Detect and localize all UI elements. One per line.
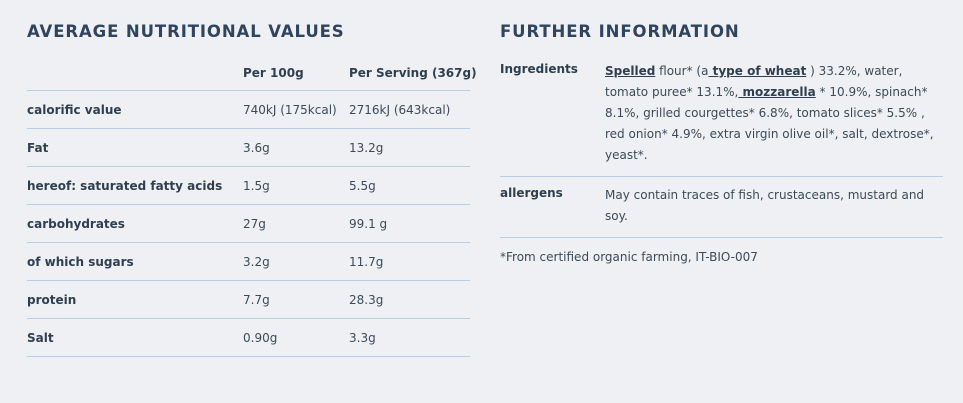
nutrient-label: Salt [27, 330, 54, 345]
per-serving-value: 13.2g [349, 140, 384, 155]
nutrition-heading: AVERAGE NUTRITIONAL VALUES [27, 22, 345, 41]
nutrition-header-row: Per 100g Per Serving (367g) [27, 53, 477, 91]
per-serving-value: 99.1 g [349, 216, 388, 231]
table-row: protein 7.7g 28.3g [27, 281, 470, 319]
nutrient-label: hereof: saturated fatty acids [27, 178, 223, 193]
table-row: Salt 0.90g 3.3g [27, 319, 470, 357]
allergens-row: allergens May contain traces of fish, cr… [500, 177, 943, 238]
per-serving-value: 28.3g [349, 292, 384, 307]
ingredients-value: Spelled flour* (a type of wheat ) 33.2%,… [605, 53, 935, 176]
per-serving-value: 5.5g [349, 178, 376, 193]
nutrition-table: Per 100g Per Serving (367g) calorific va… [27, 53, 477, 357]
ingredients-text: flour* (a [655, 64, 709, 78]
table-row: hereof: saturated fatty acids 1.5g 5.5g [27, 167, 470, 205]
per-serving-value: 2716kJ (643kcal) [349, 102, 451, 117]
header-per-serving: Per Serving (367g) [349, 66, 477, 80]
further-info-heading: FURTHER INFORMATION [500, 22, 740, 41]
header-per-100g: Per 100g [243, 66, 304, 80]
per-serving-value: 11.7g [349, 254, 384, 269]
type-of-wheat-link[interactable]: type of wheat [708, 64, 807, 78]
table-row: calorific value 740kJ (175kcal) 2716kJ (… [27, 91, 470, 129]
spelled-link[interactable]: Spelled [605, 64, 656, 78]
table-row: Fat 3.6g 13.2g [27, 129, 470, 167]
ingredients-row: Ingredients Spelled flour* (a type of wh… [500, 53, 943, 177]
per-100g-value: 1.5g [243, 178, 270, 193]
table-row: carbohydrates 27g 99.1 g [27, 205, 470, 243]
per-100g-value: 27g [243, 216, 266, 231]
allergens-value: May contain traces of fish, crustaceans,… [605, 188, 925, 223]
organic-footnote: *From certified organic farming, IT-BIO-… [500, 250, 758, 264]
per-serving-value: 3.3g [349, 330, 376, 345]
allergens-label: allergens [500, 186, 563, 200]
ingredients-text: ) 33.2%, water, tomato puree* 13.1%, [605, 64, 903, 99]
per-100g-value: 3.6g [243, 140, 270, 155]
nutrient-label: calorific value [27, 102, 122, 117]
table-row: of which sugars 3.2g 11.7g [27, 243, 470, 281]
ingredients-label: Ingredients [500, 62, 578, 76]
ingredients-text: * 10.9%, spinach* 8.1%, grilled courgett… [605, 85, 934, 162]
mozzarella-link[interactable]: mozzarella [738, 85, 816, 99]
per-100g-value: 0.90g [243, 330, 278, 345]
nutrient-label: protein [27, 292, 77, 307]
further-info-table: Ingredients Spelled flour* (a type of wh… [500, 53, 943, 238]
nutrient-label: Fat [27, 140, 49, 155]
per-100g-value: 3.2g [243, 254, 270, 269]
per-100g-value: 740kJ (175kcal) [243, 102, 337, 117]
nutrient-label: carbohydrates [27, 216, 125, 231]
per-100g-value: 7.7g [243, 292, 270, 307]
nutrient-label: of which sugars [27, 254, 134, 269]
